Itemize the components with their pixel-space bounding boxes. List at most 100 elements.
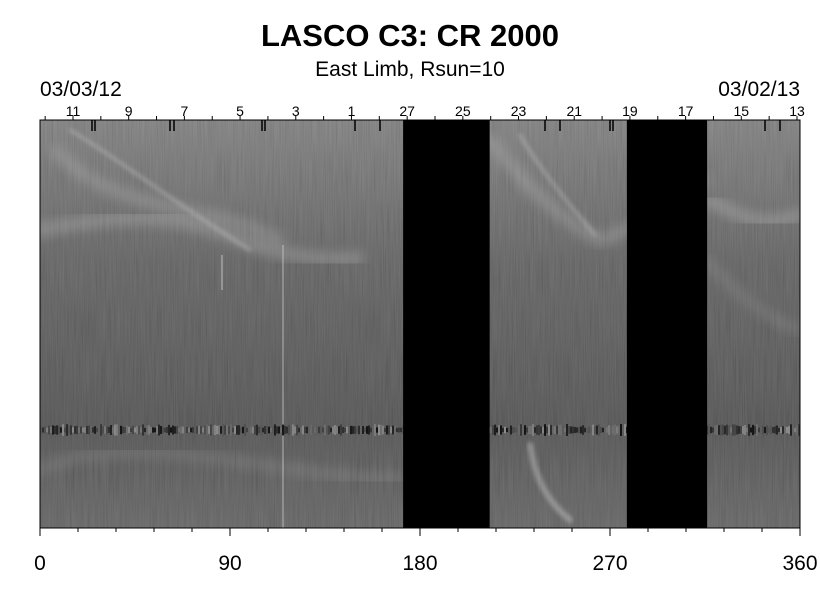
noise-band-segment — [50, 426, 52, 434]
noise-band-segment — [304, 426, 306, 434]
noise-band-segment — [70, 425, 72, 435]
noise-band-segment — [252, 426, 254, 434]
noise-band-segment — [184, 425, 186, 435]
noise-band-segment — [208, 426, 210, 434]
noise-band-segment — [286, 426, 288, 434]
noise-band-segment — [588, 426, 590, 434]
noise-band-segment — [496, 427, 498, 433]
noise-band-segment — [326, 425, 328, 435]
noise-band-segment — [732, 424, 734, 436]
noise-band-segment — [748, 424, 750, 436]
noise-band-segment — [76, 425, 78, 435]
noise-band-segment — [48, 425, 50, 435]
noise-band-segment — [352, 426, 354, 434]
noise-band-segment — [62, 424, 64, 436]
noise-band-segment — [210, 424, 212, 436]
noise-band-segment — [162, 426, 164, 434]
noise-band-segment — [122, 426, 124, 434]
noise-band-segment — [746, 427, 748, 433]
noise-band-segment — [312, 426, 314, 434]
noise-band-segment — [552, 426, 554, 434]
top-axis: 11 9 7 5 3 1 27 25 23 21 19 17 15 13 — [44, 103, 805, 131]
noise-band-segment — [780, 426, 782, 434]
noise-band-segment — [272, 426, 274, 434]
noise-band-segment — [500, 425, 502, 435]
noise-band-segment — [590, 427, 592, 433]
noise-band-segment — [598, 424, 600, 436]
noise-band-segment — [200, 425, 202, 435]
noise-band-segment — [346, 426, 348, 434]
data-gap — [403, 120, 490, 528]
noise-band-segment — [354, 426, 356, 434]
noise-band-segment — [754, 426, 756, 434]
noise-band-segment — [212, 426, 214, 434]
noise-band-segment — [284, 425, 286, 435]
noise-band-segment — [316, 424, 318, 436]
noise-band-segment — [356, 427, 358, 433]
noise-band-segment — [186, 426, 188, 434]
noise-band-segment — [336, 426, 338, 434]
noise-band-segment — [604, 425, 606, 435]
noise-band-segment — [740, 426, 742, 434]
noise-band-segment — [66, 424, 68, 436]
x-tick-label: 0 — [34, 552, 46, 575]
noise-band-segment — [78, 427, 80, 433]
noise-band-segment — [750, 427, 752, 433]
noise-band-segment — [398, 427, 400, 433]
noise-band-segment — [724, 425, 726, 435]
noise-band-segment — [384, 427, 386, 433]
noise-band-segment — [396, 427, 398, 433]
noise-band-segment — [266, 426, 268, 434]
noise-band-segment — [294, 426, 296, 434]
noise-band-segment — [728, 425, 730, 435]
noise-band-segment — [510, 425, 512, 435]
noise-band-segment — [254, 425, 256, 435]
noise-band-segment — [240, 427, 242, 433]
noise-band-segment — [622, 427, 624, 433]
noise-band-segment — [364, 427, 366, 433]
noise-band-segment — [594, 426, 596, 434]
top-day-label: 19 — [622, 103, 638, 119]
noise-band-segment — [274, 424, 276, 436]
noise-band-segment — [282, 424, 284, 436]
plot-area — [40, 120, 800, 528]
noise-band-segment — [568, 426, 570, 434]
noise-band-segment — [232, 427, 234, 433]
top-day-label: 13 — [789, 103, 805, 119]
noise-band-segment — [540, 426, 542, 434]
noise-band-segment — [512, 426, 514, 434]
noise-band-segment — [192, 427, 194, 433]
noise-band-segment — [382, 425, 384, 435]
noise-band-segment — [324, 424, 326, 436]
noise-band-segment — [198, 425, 200, 435]
noise-band-segment — [550, 424, 552, 436]
noise-band-segment — [90, 424, 92, 436]
top-day-label: 27 — [399, 103, 415, 119]
noise-band-segment — [504, 426, 506, 434]
noise-band-segment — [378, 424, 380, 436]
noise-band-segment — [152, 427, 154, 433]
noise-band-segment — [516, 427, 518, 433]
noise-band-segment — [340, 424, 342, 436]
noise-band-segment — [134, 427, 136, 433]
noise-band-segment — [494, 424, 496, 436]
top-day-label: 3 — [292, 103, 300, 119]
noise-band-segment — [372, 426, 374, 434]
noise-band-segment — [144, 427, 146, 433]
noise-band-segment — [722, 424, 724, 436]
noise-band-segment — [262, 427, 264, 433]
noise-band-segment — [738, 426, 740, 434]
noise-band-segment — [766, 424, 768, 436]
noise-band-segment — [394, 425, 396, 435]
noise-band-segment — [190, 427, 192, 433]
noise-band-segment — [370, 427, 372, 433]
noise-band-segment — [712, 427, 714, 433]
noise-band-segment — [60, 427, 62, 433]
noise-band-segment — [156, 425, 158, 435]
noise-band-segment — [248, 427, 250, 433]
noise-band-segment — [624, 424, 626, 436]
noise-band-segment — [556, 425, 558, 435]
noise-band-segment — [580, 426, 582, 434]
noise-band-segment — [374, 424, 376, 436]
